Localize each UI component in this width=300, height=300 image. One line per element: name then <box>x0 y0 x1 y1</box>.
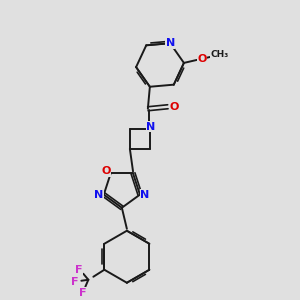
Text: CH₃: CH₃ <box>211 50 229 59</box>
Text: N: N <box>94 190 104 200</box>
Text: N: N <box>166 38 175 48</box>
Text: F: F <box>75 265 82 275</box>
Text: O: O <box>197 54 207 64</box>
Text: O: O <box>101 167 110 176</box>
Text: F: F <box>79 288 86 298</box>
Text: N: N <box>146 122 155 132</box>
Text: N: N <box>140 190 150 200</box>
Text: O: O <box>169 102 178 112</box>
Text: F: F <box>70 277 78 287</box>
